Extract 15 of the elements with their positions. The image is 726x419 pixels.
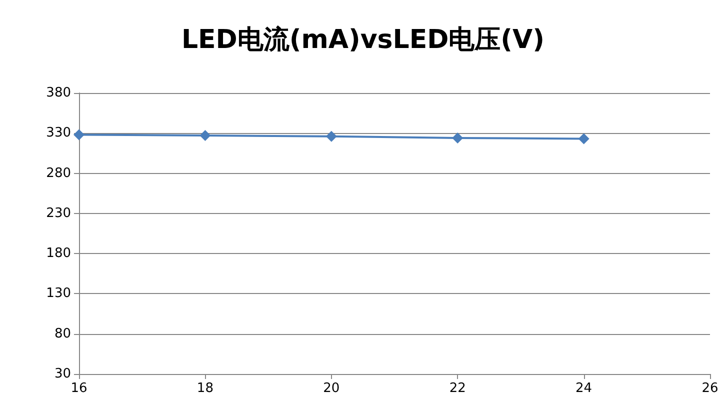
y-tick-label: 30: [54, 366, 71, 382]
y-tick-label: 80: [54, 326, 71, 342]
y-tick-label: 330: [46, 126, 71, 141]
x-tick-label: 20: [323, 381, 340, 396]
y-tick-label: 130: [46, 286, 71, 302]
y-tick-label: 280: [46, 166, 71, 181]
y-tick-label: 180: [46, 246, 71, 262]
x-tick-label: 16: [70, 381, 88, 396]
x-tick-label: 24: [576, 381, 592, 396]
x-tick-label: 26: [702, 381, 718, 396]
x-tick-label: 18: [196, 381, 214, 396]
y-tick-label: 380: [46, 86, 71, 100]
x-tick-label: 22: [449, 381, 466, 396]
chart-title: LED电流(mA)vsLED电压(V): [181, 25, 545, 55]
y-tick-label: 230: [46, 206, 71, 221]
